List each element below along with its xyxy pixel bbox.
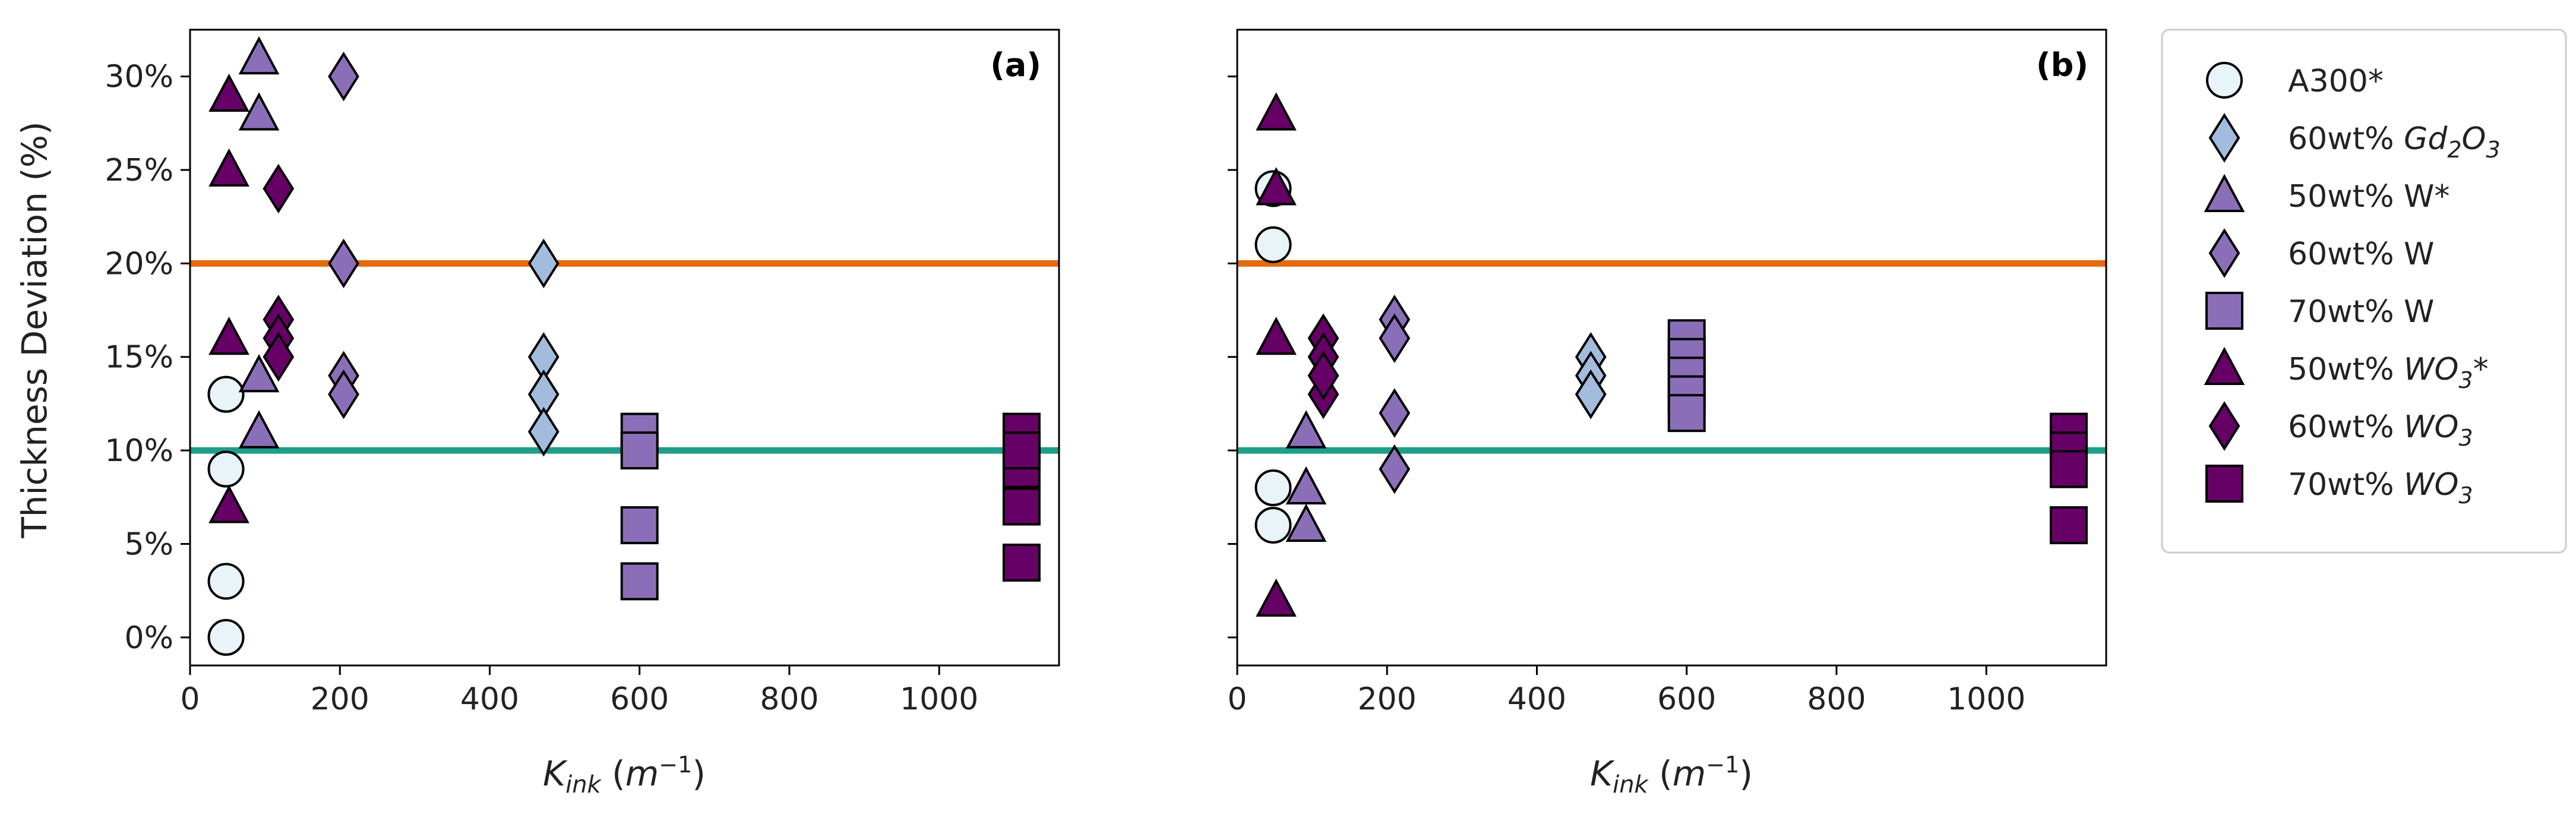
point-wo50-a — [208, 317, 249, 355]
point-w50-a — [238, 354, 280, 393]
y-tick-label-a: 0% — [125, 620, 174, 656]
y-tick-label-a: 15% — [105, 340, 173, 376]
x-tick-label-b: 600 — [1657, 682, 1716, 717]
point-a300-b — [1254, 226, 1292, 263]
plot-frame-b — [1236, 29, 2107, 667]
x-axis-label-a: Kink (m−1) — [543, 752, 706, 799]
point-w50-b — [1285, 410, 1327, 449]
x-tick-label-b: 200 — [1358, 682, 1417, 717]
y-tick-label-a: 20% — [105, 246, 173, 282]
point-wo50-a — [208, 148, 249, 187]
legend-marker-wo50 — [2204, 346, 2245, 385]
point-w50-b — [1285, 503, 1327, 542]
legend-frame — [2161, 29, 2567, 554]
point-w60-a — [328, 238, 359, 289]
point-a300-a — [207, 563, 245, 600]
legend-marker-gd60 — [2208, 113, 2240, 163]
legend-label-a300: A300* — [2288, 64, 2384, 99]
point-a300-a — [207, 376, 245, 413]
point-w70-b — [1667, 394, 1706, 433]
y-tick-label-a: 30% — [105, 59, 173, 95]
y-tick-label-a: 5% — [125, 526, 174, 562]
legend-marker-wo70 — [2205, 465, 2243, 503]
legend-marker-w70 — [2205, 292, 2243, 330]
point-gd60-a — [527, 406, 560, 457]
point-wo60-b — [1307, 351, 1339, 400]
point-wo50-b — [1256, 578, 1297, 617]
point-w70-a — [620, 506, 659, 544]
point-wo70-a — [1002, 487, 1041, 526]
point-wo70-a — [1002, 543, 1041, 582]
point-a300-a — [207, 619, 245, 656]
x-tick-label-a: 1000 — [900, 682, 978, 717]
legend-marker-a300 — [2206, 62, 2243, 99]
panel-tag-b: (b) — [2036, 46, 2088, 84]
y-tick-label-a: 10% — [105, 433, 173, 469]
point-w60-b — [1379, 313, 1411, 364]
plot-b: (b) 0 200 400 600 800 1000 — [1227, 29, 2107, 717]
point-a300-b — [1254, 469, 1292, 507]
x-tick-label-a: 400 — [460, 682, 519, 717]
legend-label-w50: 50wt% W* — [2288, 179, 2449, 214]
plot-frame-a — [189, 29, 1060, 667]
panel-tag-a: (a) — [990, 46, 1041, 84]
point-w50-b — [1285, 466, 1327, 505]
point-wo50-a — [208, 73, 249, 112]
legend-label-w70: 70wt% W — [2288, 294, 2434, 330]
legend-label-gd60: 60wt% Gd2​O3​ — [2288, 121, 2501, 163]
x-tick-label-b: 0 — [1227, 682, 1247, 717]
legend-marker-wo60 — [2208, 401, 2240, 451]
point-w60-b — [1379, 388, 1411, 438]
point-w50-a — [238, 36, 280, 75]
point-w60-a — [328, 51, 359, 102]
legend-marker-w50 — [2204, 173, 2245, 212]
legend-marker-w60 — [2208, 228, 2240, 278]
legend: A300* 60wt% Gd2​O3​ 50wt% W* 60wt% W 70wt% W… — [2161, 29, 2567, 554]
point-w50-a — [238, 92, 280, 131]
point-wo50-b — [1256, 317, 1297, 355]
point-w60-b — [1379, 444, 1411, 494]
point-wo60-a — [263, 332, 295, 382]
point-wo50-a — [208, 485, 249, 523]
point-w70-a — [620, 431, 659, 470]
plot-a: (a) 0 200 400 600 800 1000 0% 5% 10% 15% 20% 25% 30% — [105, 29, 1060, 717]
legend-label-wo50: 50wt% WO3​* — [2288, 352, 2489, 393]
y-tick-label-a: 25% — [105, 153, 173, 188]
point-w50-a — [238, 410, 280, 449]
point-w60-a — [328, 369, 359, 419]
point-wo70-b — [2049, 450, 2088, 488]
x-tick-label-b: 1000 — [1947, 682, 2025, 717]
point-wo50-b — [1256, 92, 1297, 131]
point-a300-a — [207, 450, 245, 488]
point-wo60-a — [263, 163, 295, 214]
x-tick-label-a: 600 — [610, 682, 669, 717]
x-tick-label-b: 800 — [1807, 682, 1866, 717]
legend-label-w60: 60wt% W — [2288, 236, 2434, 272]
legend-label-wo60: 60wt% WO3​ — [2288, 409, 2473, 451]
x-tick-label-a: 200 — [311, 682, 369, 717]
point-w70-a — [620, 562, 659, 601]
x-tick-label-a: 800 — [760, 682, 818, 717]
point-wo70-a — [1002, 431, 1041, 470]
legend-label-wo70: 70wt% WO3​ — [2288, 467, 2473, 509]
x-tick-label-a: 0 — [180, 682, 200, 717]
x-axis-label-b: Kink (m−1) — [1590, 752, 1753, 799]
y-axis-label-a: Thickness Deviation (%) — [14, 121, 55, 538]
point-wo70-b — [2049, 506, 2088, 544]
point-gd60-a — [527, 238, 560, 289]
x-tick-label-b: 400 — [1507, 682, 1566, 717]
point-wo50-b — [1256, 167, 1297, 206]
point-a300-b — [1254, 506, 1292, 544]
point-gd60-b — [1575, 369, 1607, 419]
